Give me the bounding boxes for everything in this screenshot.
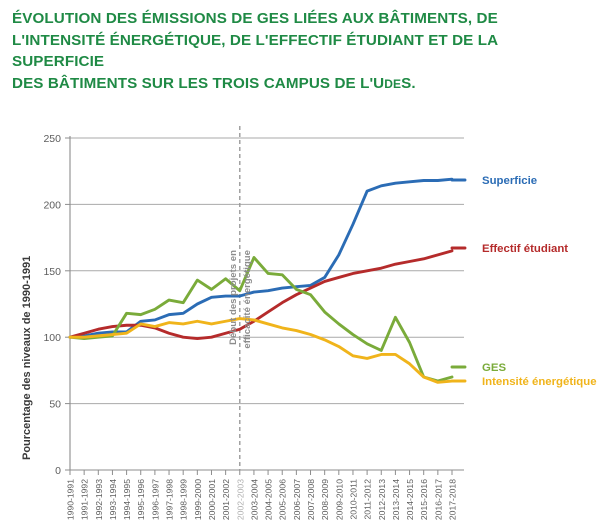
x-axis-tick-labels: 1990-1991 1991-1992 1992-1993 1993-1994 1994… xyxy=(66,479,458,520)
x-tick-label: 2005-2006 xyxy=(278,479,288,520)
x-tick-label: 2016-2017 xyxy=(433,479,443,520)
series-line xyxy=(68,256,454,383)
y-axis-tick-labels: 0 50 100 150 200 250 xyxy=(43,133,61,477)
annotation-text-line-2: efficacité énergétique xyxy=(242,250,253,349)
x-tick-label: 2003-2004 xyxy=(249,479,259,520)
y-tick-label: 150 xyxy=(43,266,61,278)
x-tick-label: 1997-1998 xyxy=(165,479,175,520)
x-tick-label: 2001-2002 xyxy=(221,479,231,520)
x-tick-label: 2008-2009 xyxy=(320,479,330,520)
legend: Superficie Effectif étudiant GES Intensité … xyxy=(450,175,597,388)
data-series xyxy=(68,177,454,384)
x-tick-label: 2015-2016 xyxy=(419,479,429,520)
y-tick-label: 200 xyxy=(43,199,61,211)
annotation-text-line-1: Début des projets en xyxy=(228,250,239,345)
x-tick-label: 2011-2012 xyxy=(363,479,373,520)
x-tick-label: 1995-1996 xyxy=(136,479,146,520)
series-line xyxy=(68,317,454,384)
page-title: ÉVOLUTION DES ÉMISSIONS DE GES LIÉES AUX… xyxy=(12,8,592,94)
y-tick-label: 100 xyxy=(43,332,61,344)
x-tick-label: 1992-1993 xyxy=(94,479,104,520)
legend-label: Effectif étudiant xyxy=(482,243,568,255)
x-tick-label: 1994-1995 xyxy=(122,479,132,520)
x-tick-label: 2007-2008 xyxy=(306,479,316,520)
legend-label: Superficie xyxy=(482,175,537,187)
gridlines xyxy=(65,137,464,471)
legend-label: Intensité énergétique xyxy=(482,376,597,388)
title-line-1: ÉVOLUTION DES ÉMISSIONS DE GES LIÉES AUX… xyxy=(12,10,498,27)
annotation-label: Début des projets en efficacité énergétiq… xyxy=(228,250,253,349)
x-tick-label: 2006-2007 xyxy=(292,479,302,520)
series-line xyxy=(68,249,454,340)
legend-label: GES xyxy=(482,362,506,374)
y-tick-label: 250 xyxy=(43,133,61,145)
x-tick-label: 1993-1994 xyxy=(108,479,118,520)
x-axis-ticks xyxy=(69,470,453,475)
title-line-3c: S. xyxy=(401,74,416,92)
x-tick-label: 2017-2018 xyxy=(448,479,458,520)
title-line-3a: DES BÂTIMENTS SUR LES TROIS CAMPUS DE L'… xyxy=(12,74,385,92)
y-tick-label: 0 xyxy=(55,465,61,477)
x-tick-label: 1990-1991 xyxy=(66,479,76,520)
x-tick-label: 1999-2000 xyxy=(193,479,203,520)
title-line-2: L'INTENSITÉ ÉNERGÉTIQUE, DE L'EFFECTIF É… xyxy=(12,31,498,71)
x-tick-label: 1996-1997 xyxy=(150,479,160,520)
y-tick-label: 50 xyxy=(49,399,61,411)
x-tick-label: 1991-1992 xyxy=(80,479,90,520)
x-tick-label: 1998-1999 xyxy=(179,479,189,520)
x-tick-label: 2012-2013 xyxy=(377,479,387,520)
x-tick-label: 2009-2010 xyxy=(334,479,344,520)
x-tick-label: 2013-2014 xyxy=(391,479,401,520)
x-tick-label: 2000-2001 xyxy=(207,479,217,520)
x-tick-label: 2004-2005 xyxy=(264,479,274,520)
y-axis-title: Pourcentage des niveaux de 1990-1991 xyxy=(21,256,33,460)
x-tick-label: 2010-2011 xyxy=(348,479,358,520)
title-line-3b: DE xyxy=(384,76,402,91)
x-tick-label: 2002-2003 xyxy=(235,479,245,520)
x-tick-label: 2014-2015 xyxy=(405,479,415,520)
